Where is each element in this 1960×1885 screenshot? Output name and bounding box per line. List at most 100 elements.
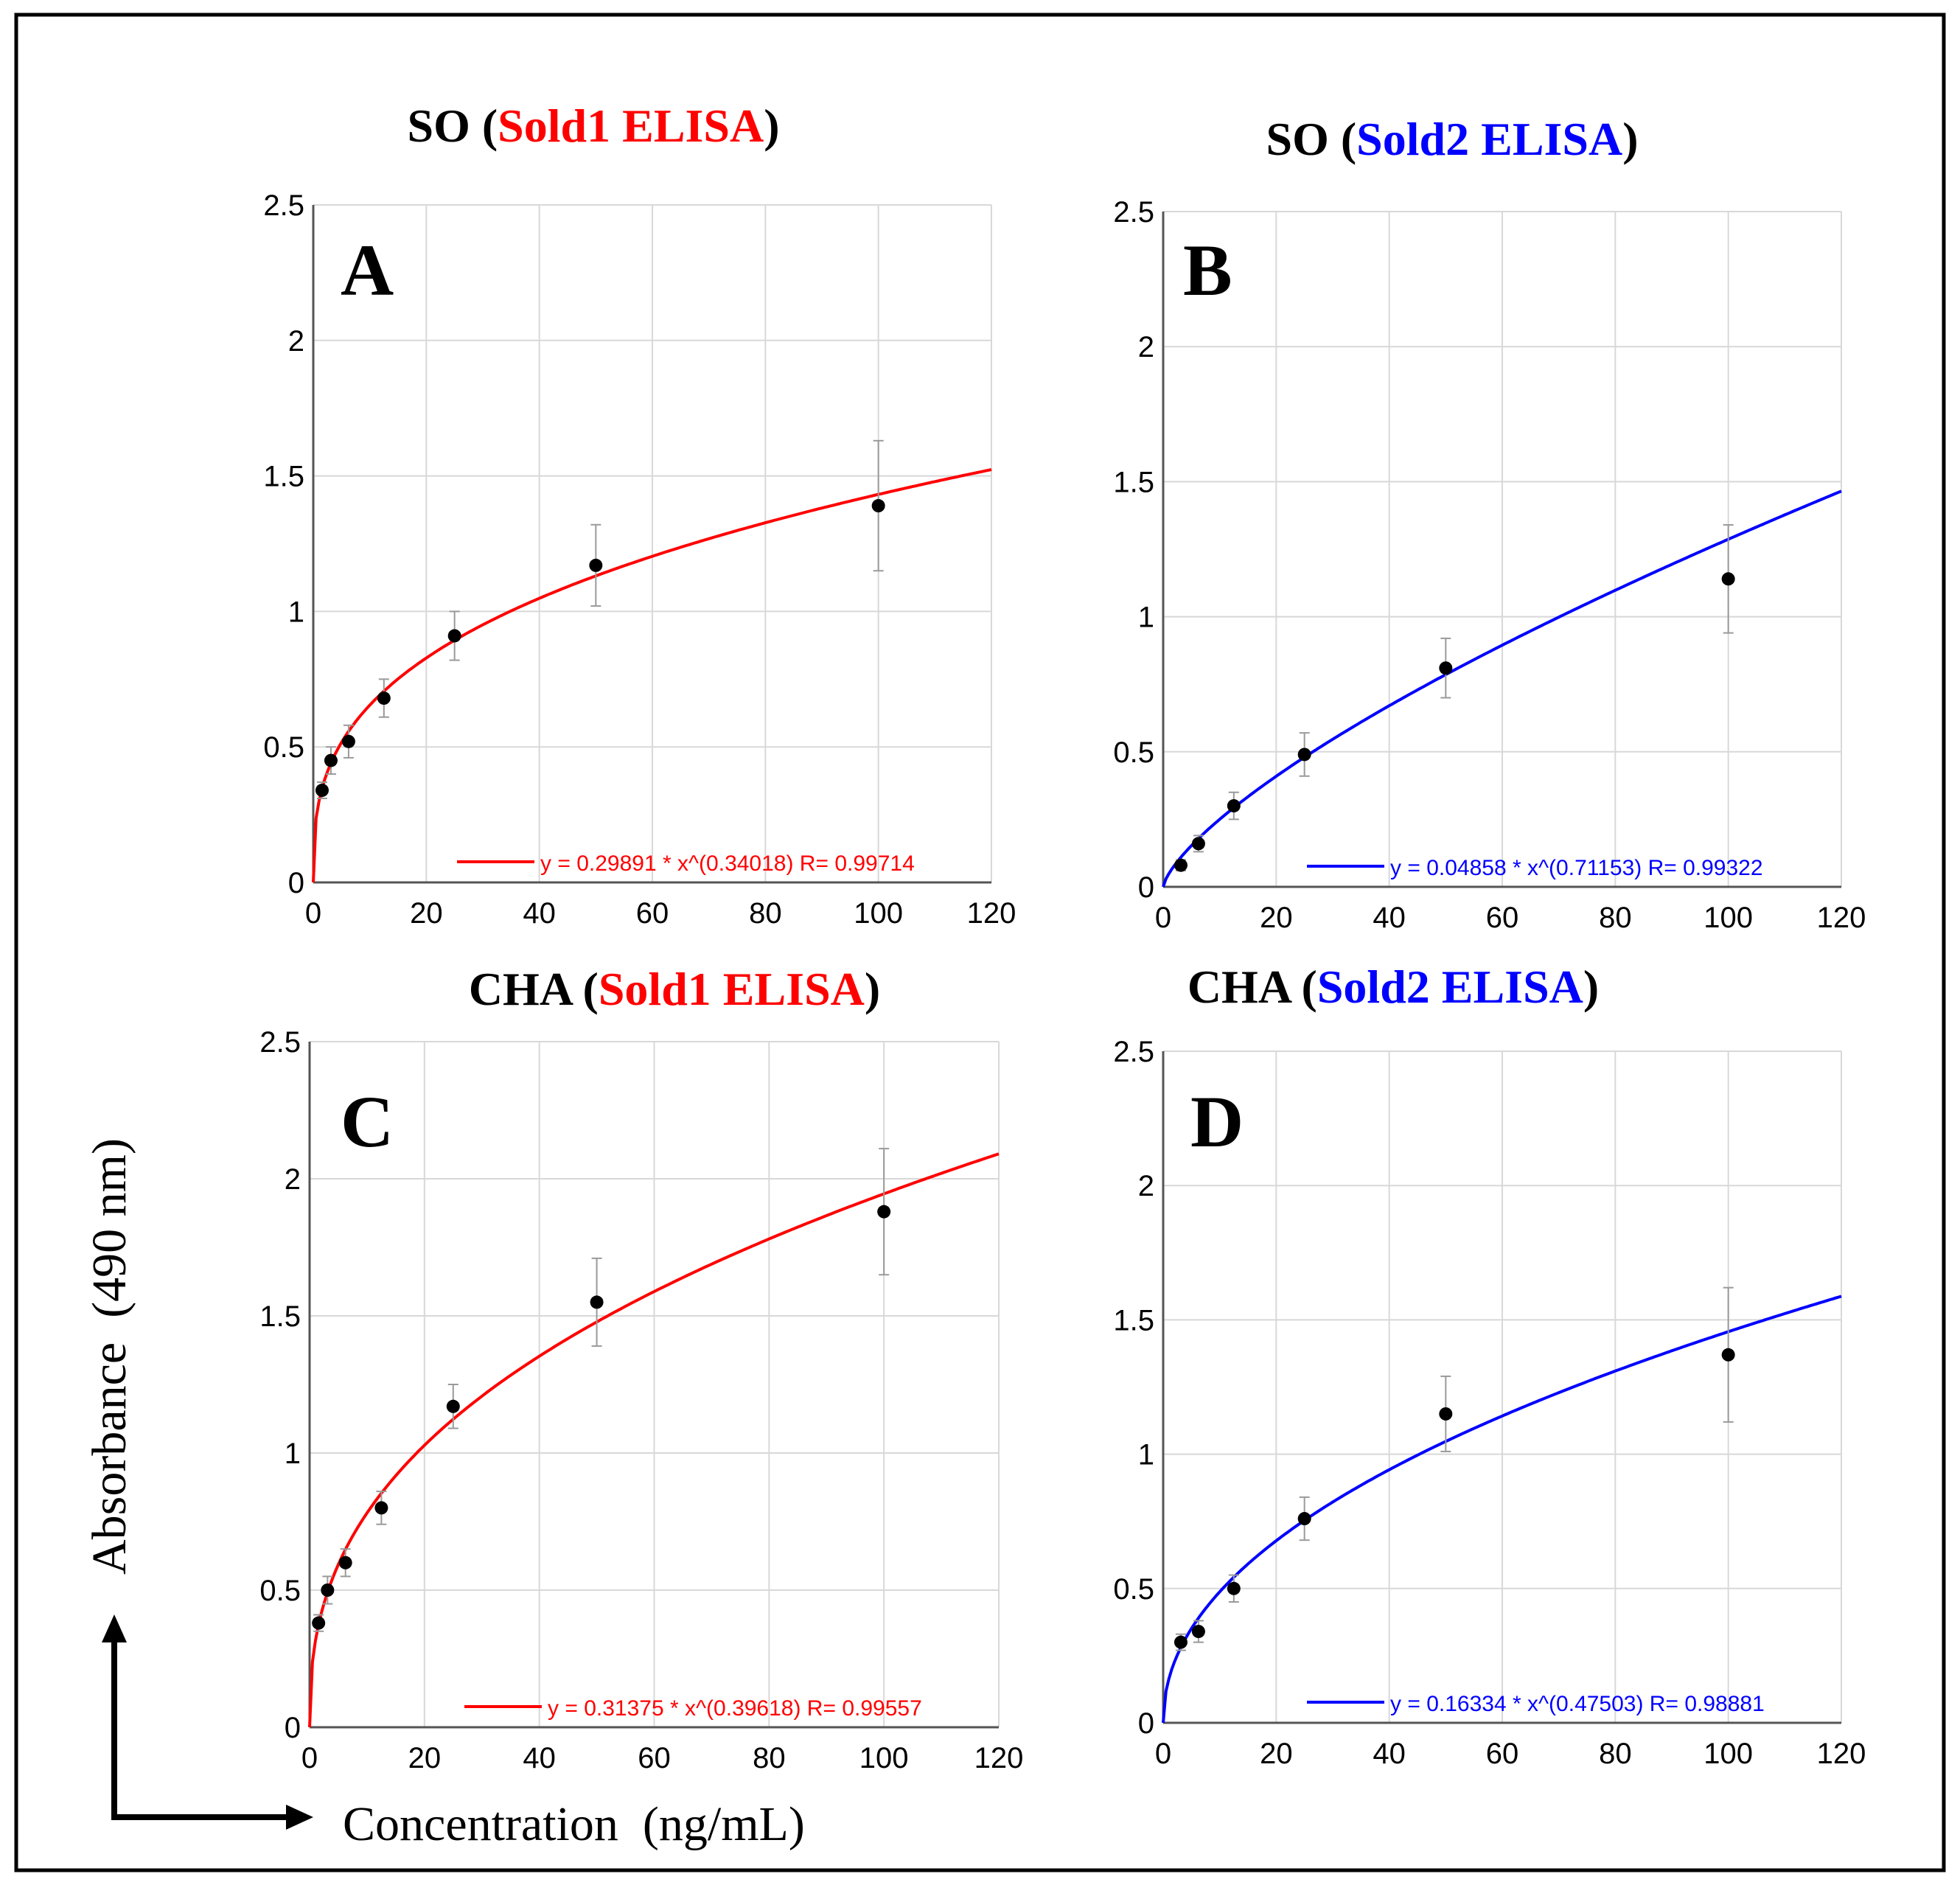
axis-indicator	[102, 1614, 313, 1830]
panel-a-xtick-label: 60	[636, 897, 669, 930]
panel-b-data-point	[1173, 858, 1187, 872]
panel-b-xtick-label: 40	[1373, 902, 1406, 934]
x-axis-label: Concentration (ng/mL)	[343, 1797, 805, 1851]
panel-b-data-point	[1721, 572, 1735, 586]
panel-c-title-assay: Sold1 ELISA	[599, 963, 865, 1015]
panel-b-xtick-label: 60	[1486, 902, 1519, 934]
panel-d-ytick-label: 0.5	[1113, 1573, 1154, 1606]
panel-a-ytick-label: 2	[288, 325, 304, 358]
panel-c-ytick-label: 0	[285, 1712, 301, 1744]
panel-c-ytick-label: 2.5	[259, 1026, 301, 1059]
panel-d-xtick-label: 80	[1599, 1738, 1632, 1770]
panel-a-xtick-label: 20	[410, 897, 443, 930]
panel-b-title-suffix: )	[1622, 113, 1638, 165]
panel-d-title-assay: Sold2 ELISA	[1317, 961, 1583, 1013]
panel-a-data-point	[447, 629, 461, 643]
panel-a-data-point	[315, 784, 329, 798]
panel-d-xtick-label: 100	[1703, 1738, 1753, 1770]
panel-c-data-point	[877, 1205, 891, 1219]
panel-b-ytick-label: 1.5	[1113, 466, 1154, 498]
panel-a-data-point	[341, 734, 355, 748]
panel-b-data-point	[1191, 837, 1205, 851]
panel-a-data-point	[324, 753, 338, 767]
panel-d-ytick-label: 0	[1138, 1707, 1154, 1740]
panel-b-ytick-label: 1	[1138, 602, 1154, 634]
panel-d-xtick-label: 20	[1260, 1738, 1293, 1770]
x-indicator-arrowhead	[286, 1805, 313, 1830]
y-axis-label: Absorbance (490 nm)	[83, 1138, 136, 1575]
panel-c-data-point	[338, 1555, 352, 1569]
panel-b-xtick-label: 20	[1260, 902, 1293, 934]
panel-c-xtick-label: 120	[974, 1742, 1024, 1774]
panel-a-data-point	[871, 499, 885, 513]
panel-a: SO (Sold1 ELISA) A 0 20 40 60 80 100 120 0 0.5 1 1…	[263, 100, 1016, 930]
panel-d: CHA (Sold2 ELISA) D 0 20 40 60 80 100 120 0 0.5 1…	[1113, 961, 1866, 1770]
panel-c-title-prefix: CHA (	[469, 963, 599, 1015]
panel-a-data-point	[589, 558, 603, 572]
panel-a-title-suffix: )	[764, 100, 779, 152]
panel-a-xtick-label: 40	[523, 897, 556, 930]
panel-a-xtick-label: 0	[305, 897, 321, 930]
panel-d-data-point	[1173, 1635, 1187, 1649]
figure-border	[14, 13, 1946, 1872]
panel-a-letter: A	[341, 229, 394, 311]
panel-a-ytick-label: 1	[288, 596, 304, 628]
panel-c-title-suffix: )	[865, 963, 880, 1015]
panel-d-legend-text: y = 0.16334 * x^(0.47503) R= 0.98881	[1390, 1692, 1765, 1716]
panel-a-title-assay: Sold1 ELISA	[498, 100, 764, 152]
panel-c-data-point	[590, 1295, 604, 1309]
panel-c-ytick-label: 0.5	[259, 1575, 301, 1607]
panel-c-legend-text: y = 0.31375 * x^(0.39618) R= 0.99557	[548, 1696, 922, 1721]
panel-c-xtick-label: 60	[638, 1742, 671, 1774]
panel-c: CHA (Sold1 ELISA) C 0 20 40 60 80 100 120 0 0.5 1…	[259, 963, 1023, 1774]
panel-b-data-point	[1297, 748, 1311, 762]
panel-a-title: SO (Sold1 ELISA)	[407, 100, 779, 152]
panel-a-title-prefix: SO (	[407, 100, 498, 152]
panel-b-ytick-label: 0	[1138, 871, 1154, 904]
panel-a-xtick-label: 100	[854, 897, 903, 930]
panel-a-ytick-label: 1.5	[263, 461, 304, 493]
panel-c-xtick-label: 100	[859, 1742, 909, 1774]
panel-a-legend-text: y = 0.29891 * x^(0.34018) R= 0.99714	[540, 851, 915, 876]
panel-c-ytick-label: 1.5	[259, 1300, 301, 1333]
panel-b-title-prefix: SO (	[1266, 113, 1356, 165]
panel-a-ytick-label: 0.5	[263, 731, 304, 764]
panel-d-data-point	[1721, 1348, 1735, 1362]
panel-c-xtick-label: 20	[408, 1742, 442, 1774]
panel-b-xtick-label: 100	[1703, 902, 1753, 934]
panel-d-xtick-label: 40	[1373, 1738, 1406, 1770]
panel-d-ytick-label: 2.5	[1113, 1036, 1154, 1068]
panel-b-ytick-label: 0.5	[1113, 736, 1154, 769]
panel-c-title: CHA (Sold1 ELISA)	[469, 963, 880, 1015]
y-indicator-arrowhead	[102, 1614, 127, 1642]
panel-d-data-point	[1439, 1407, 1453, 1421]
panel-d-title-prefix: CHA (	[1187, 961, 1317, 1013]
panel-c-data-point	[321, 1583, 335, 1597]
panel-a-ytick-label: 0	[288, 867, 304, 899]
panel-c-xtick-label: 0	[301, 1742, 318, 1774]
panel-a-ytick-label: 2.5	[263, 189, 304, 222]
panel-d-ytick-label: 2	[1138, 1170, 1154, 1202]
panel-d-data-point	[1191, 1625, 1205, 1639]
panel-c-data-point	[312, 1616, 326, 1630]
panel-c-data-point	[446, 1399, 460, 1413]
panel-c-ytick-label: 2	[285, 1163, 301, 1196]
panel-b-ytick-label: 2.5	[1113, 196, 1154, 229]
panel-b-letter: B	[1183, 229, 1232, 311]
panel-b-xtick-label: 80	[1599, 902, 1632, 934]
panel-a-xtick-label: 120	[967, 897, 1016, 930]
panel-b-title-assay: Sold2 ELISA	[1356, 113, 1622, 165]
panel-b-data-point	[1227, 799, 1241, 813]
panel-c-letter: C	[341, 1081, 394, 1163]
panel-b-xtick-label: 0	[1155, 902, 1171, 934]
panel-d-title-suffix: )	[1583, 961, 1599, 1013]
panel-d-letter: D	[1190, 1081, 1244, 1163]
panel-d-ytick-label: 1.5	[1113, 1304, 1154, 1337]
panel-d-title: CHA (Sold2 ELISA)	[1187, 961, 1599, 1013]
panel-d-ytick-label: 1	[1138, 1439, 1154, 1471]
panel-b-data-point	[1439, 661, 1453, 675]
panel-c-data-point	[374, 1501, 388, 1515]
panel-d-grid	[1162, 1050, 1842, 1724]
panel-c-xtick-label: 80	[753, 1742, 786, 1774]
